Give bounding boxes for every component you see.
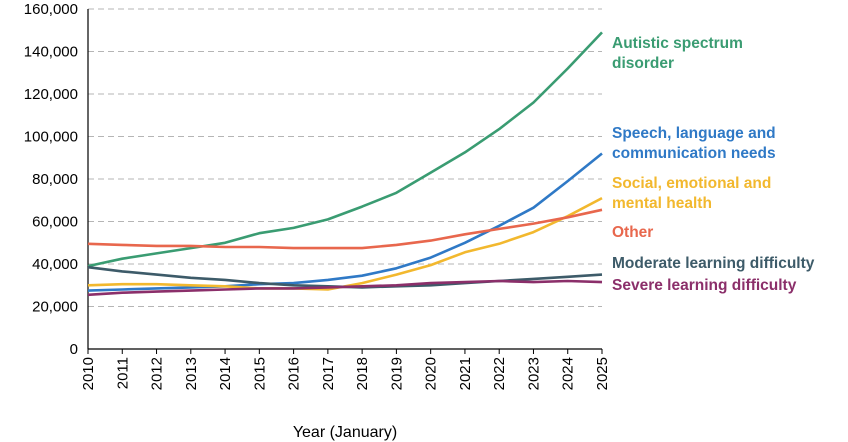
x-axis-title: Year (January)	[293, 424, 397, 441]
series-line	[87, 152, 603, 292]
y-tick-label: 60,000	[32, 214, 78, 231]
series-label: Autistic spectrum	[612, 35, 743, 52]
x-tick-label: 2023	[525, 357, 542, 390]
x-tick-label: 2018	[354, 357, 371, 390]
x-tick-label: 2022	[491, 357, 508, 390]
x-tick-label: 2017	[320, 357, 337, 390]
y-tick-label: 140,000	[24, 44, 78, 61]
series-label: Moderate learning difficulty	[612, 255, 815, 272]
x-tick-label: 2015	[251, 357, 268, 390]
series-label: Other	[612, 224, 653, 241]
x-tick-label: 2016	[286, 357, 303, 390]
series-label: Social, emotional and	[612, 175, 771, 192]
series-line	[87, 31, 603, 268]
x-tick-label: 2010	[80, 357, 97, 390]
y-tick-label: 40,000	[32, 256, 78, 273]
y-tick-label: 80,000	[32, 171, 78, 188]
y-tick-label: 160,000	[24, 1, 78, 18]
series-line	[87, 279, 603, 297]
x-tick-label: 2024	[560, 357, 577, 390]
x-tick-label: 2021	[457, 357, 474, 390]
series-label: disorder	[612, 55, 674, 72]
gridlines	[88, 8, 602, 307]
y-tick-label: 100,000	[24, 129, 78, 146]
series-labels: Autistic spectrum disorder Speech, languag…	[612, 35, 815, 294]
y-tick-label: 20,000	[32, 299, 78, 316]
series-label: communication needs	[612, 145, 776, 162]
series-label: Severe learning difficulty	[612, 277, 797, 294]
x-tick-label: 2014	[217, 357, 234, 390]
series-lines	[87, 31, 603, 297]
x-tick-label: 2011	[114, 357, 131, 389]
x-tick-label: 2012	[149, 357, 166, 390]
y-tick-label: 0	[70, 341, 78, 358]
x-tick-label: 2020	[423, 357, 440, 390]
x-tick-label: 2025	[594, 357, 611, 390]
series-label: Speech, language and	[612, 125, 776, 142]
x-axis-tick-labels: 2010 2011 2012 2013 2014 2015 2016 2017 2018 2019…	[80, 349, 611, 390]
y-tick-label: 120,000	[24, 86, 78, 103]
series-label: mental health	[612, 195, 712, 212]
y-axis-tick-labels: 0 20,000 40,000 60,000 80,000 100,000 120,000 1…	[24, 1, 78, 358]
x-tick-label: 2019	[388, 357, 405, 390]
x-tick-label: 2013	[183, 357, 200, 390]
series-line	[87, 208, 603, 250]
